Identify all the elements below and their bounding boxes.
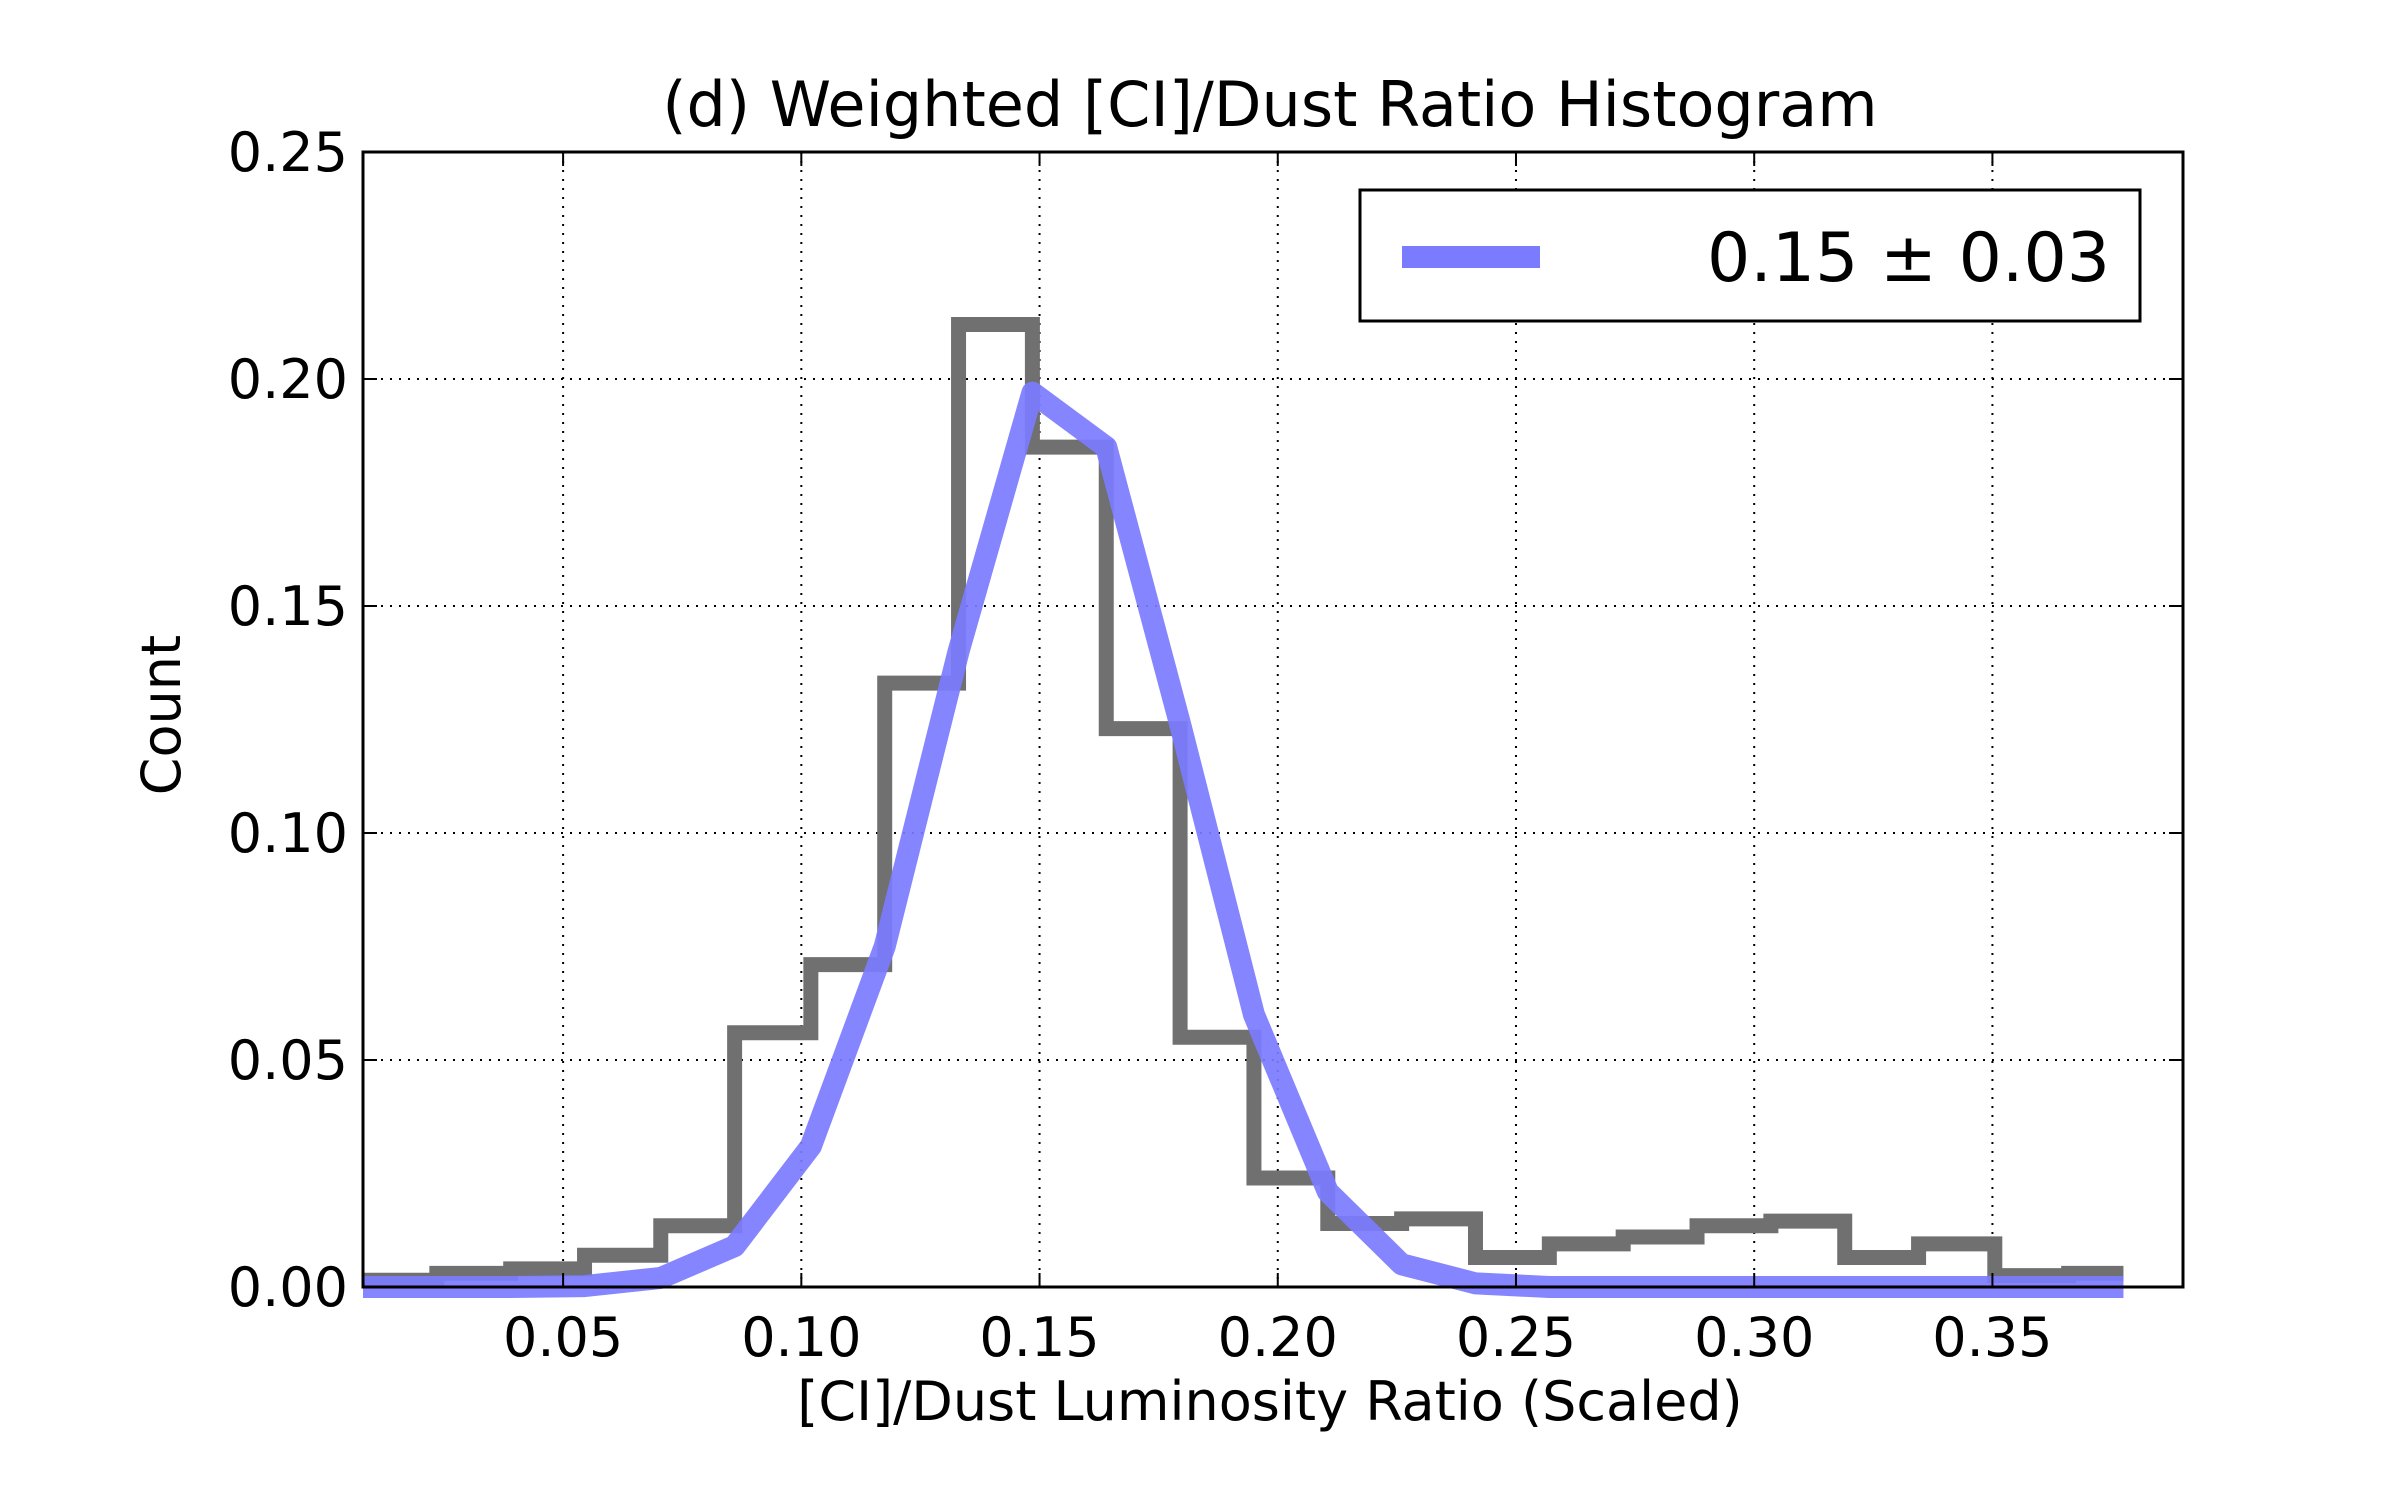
legend: 0.15 ± 0.03: [1358, 188, 2142, 323]
chart-title: (d) Weighted [CI]/Dust Ratio Histogram: [662, 68, 1877, 141]
y-tick-label: 0.00: [228, 1256, 348, 1319]
x-axis-label: [CI]/Dust Luminosity Ratio (Scaled): [797, 1370, 1742, 1433]
x-tick-label: 0.15: [979, 1306, 1099, 1369]
y-tick-label: 0.05: [228, 1029, 348, 1092]
y-tick-label: 0.15: [228, 575, 348, 638]
x-tick-label: 0.25: [1456, 1306, 1576, 1369]
x-tick-label: 0.35: [1932, 1306, 2052, 1369]
x-tick-label: 0.05: [503, 1306, 623, 1369]
y-tick-label: 0.25: [228, 121, 348, 184]
axis-ticks: 0.05 0.10 0.15 0.20 0.25 0.30 0.35 0.00 0.05 0.10…: [228, 121, 2183, 1369]
y-tick-label: 0.10: [228, 802, 348, 865]
legend-label: 0.15 ± 0.03: [1707, 219, 2110, 298]
x-tick-label: 0.30: [1694, 1306, 1814, 1369]
x-tick-label: 0.10: [741, 1306, 861, 1369]
histogram-steps: [363, 317, 2124, 1288]
x-tick-label: 0.20: [1218, 1306, 1338, 1369]
y-tick-label: 0.20: [228, 348, 348, 411]
y-axis-label: Count: [130, 635, 193, 795]
fit-curve: [363, 381, 2124, 1298]
plot-series: [363, 317, 2124, 1298]
plot-frame: [361, 150, 2185, 1289]
